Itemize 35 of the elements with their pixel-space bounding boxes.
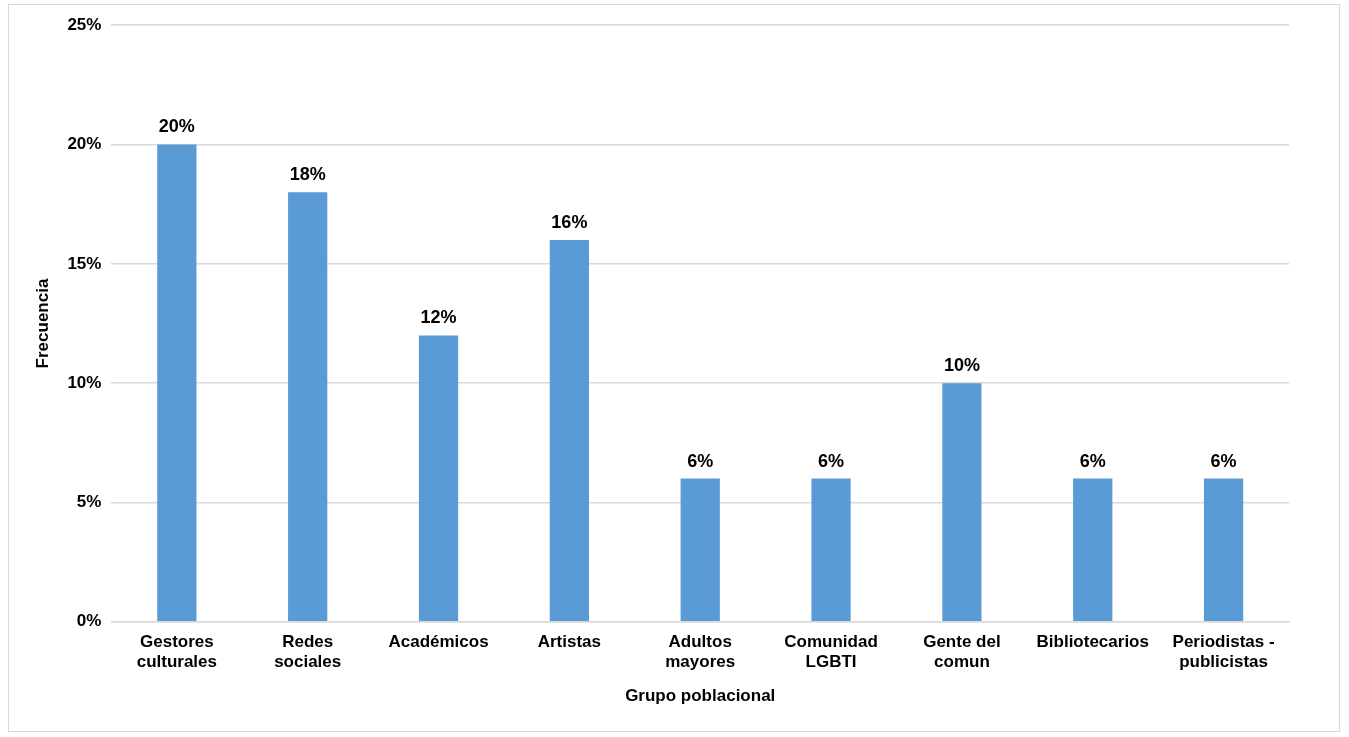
x-axis-title: Grupo poblacional <box>625 686 776 706</box>
y-tick-label: 15% <box>67 253 102 273</box>
bar <box>680 478 720 622</box>
x-tick-label: Adultos mayores <box>665 631 736 672</box>
x-tick-label: Periodistas - publicistas <box>1172 631 1275 672</box>
x-tick-label: Comunidad LGBTI <box>784 631 878 672</box>
data-label: 6% <box>1079 450 1106 471</box>
data-label: 16% <box>551 211 588 232</box>
y-axis-title: Frecuencia <box>32 278 52 369</box>
data-label: 20% <box>158 116 195 137</box>
y-tick-label: 5% <box>76 492 102 512</box>
bar <box>418 335 459 622</box>
y-tick-label: 0% <box>76 611 102 631</box>
x-tick-label: Gestores culturales <box>136 631 217 672</box>
x-tick-label: Bibliotecarios <box>1036 631 1149 651</box>
data-label: 10% <box>943 355 980 376</box>
bar <box>1203 478 1244 622</box>
bar <box>157 144 197 622</box>
x-tick-label: Artistas <box>537 631 602 651</box>
y-tick-label: 25% <box>67 14 102 34</box>
bar <box>549 239 589 622</box>
x-tick-label: Gente del comun <box>923 631 1001 672</box>
x-tick-label: Redes sociales <box>274 631 342 672</box>
data-label: 12% <box>420 307 457 328</box>
x-tick-label: Académicos <box>388 631 489 651</box>
y-tick-label: 10% <box>67 372 102 392</box>
bar <box>288 192 328 622</box>
bar <box>942 383 982 622</box>
data-label: 6% <box>818 450 845 471</box>
bar <box>1073 478 1113 622</box>
data-label: 6% <box>687 450 714 471</box>
bar <box>811 478 851 622</box>
data-label: 6% <box>1210 450 1237 471</box>
y-tick-label: 20% <box>67 134 102 154</box>
data-label: 18% <box>289 164 326 185</box>
